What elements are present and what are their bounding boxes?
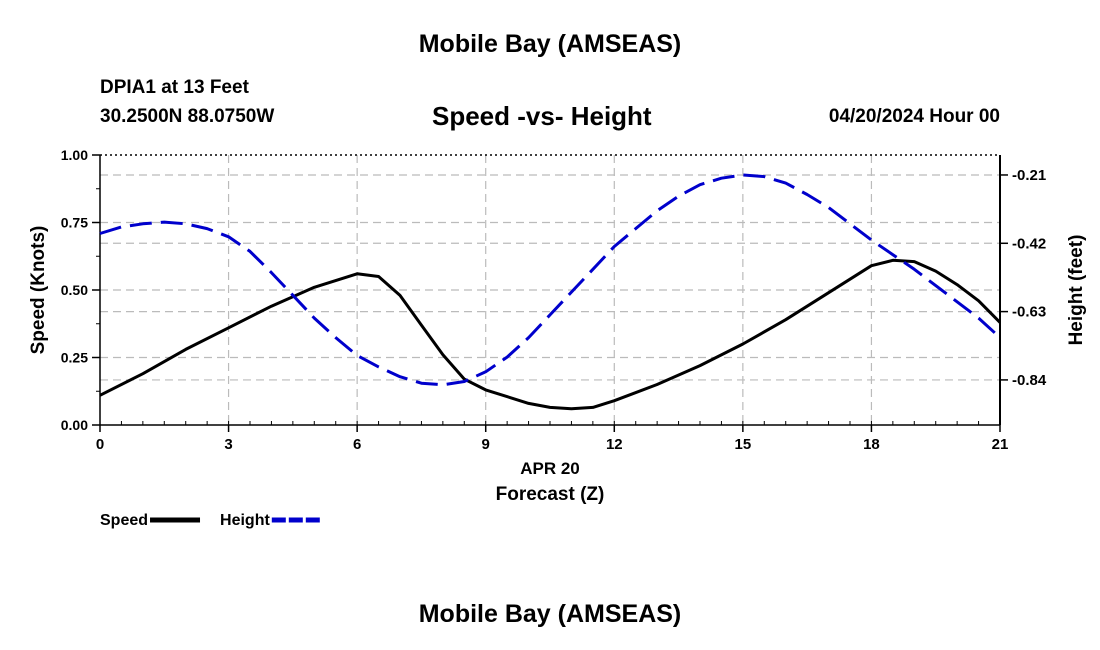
x-tick-label: 0 (96, 436, 104, 453)
page-title: Mobile Bay (AMSEAS) (418, 30, 682, 58)
location-coordinates: 30.2500N 88.0750W (100, 106, 275, 127)
legend-label-speed: Speed (100, 512, 148, 529)
x-tick-label: 6 (353, 436, 361, 453)
x-axis-label: Forecast (Z) (496, 484, 605, 505)
chart-title: Speed -vs- Height (432, 101, 652, 131)
y2-tick-label: -0.84 (1012, 372, 1047, 389)
y2-tick-label: -0.21 (1012, 167, 1046, 184)
y-tick-label: 1.00 (61, 147, 88, 163)
x-tick-label: 18 (863, 436, 880, 453)
y-axis-label: Speed (Knots) (28, 226, 49, 355)
series-line-height (99, 173, 1002, 387)
y-tick-label: 0.25 (61, 350, 88, 366)
y2-tick-label: -0.63 (1012, 304, 1046, 321)
x-tick-label: 21 (992, 436, 1009, 453)
bottom-title: Mobile Bay (AMSEAS) (418, 600, 682, 628)
x-tick-label: 12 (606, 436, 623, 453)
legend-label-height: Height (220, 512, 270, 529)
run-date: 04/20/2024 Hour 00 (828, 106, 1000, 127)
y-tick-label: 0.75 (61, 215, 88, 231)
x-tick-label: 3 (224, 436, 232, 453)
x-tick-label: 9 (482, 436, 490, 453)
station-label: DPIA1 at 13 Feet (100, 77, 249, 98)
y-tick-label: 0.00 (61, 417, 88, 433)
series-line-speed (99, 258, 1002, 411)
x-tick-label: 15 (735, 436, 752, 453)
y2-axis-label: Height (feet) (1066, 235, 1087, 346)
y2-tick-label: -0.42 (1012, 235, 1046, 252)
y-tick-label: 0.50 (61, 282, 88, 298)
x-axis-date-label: APR 20 (520, 459, 580, 478)
